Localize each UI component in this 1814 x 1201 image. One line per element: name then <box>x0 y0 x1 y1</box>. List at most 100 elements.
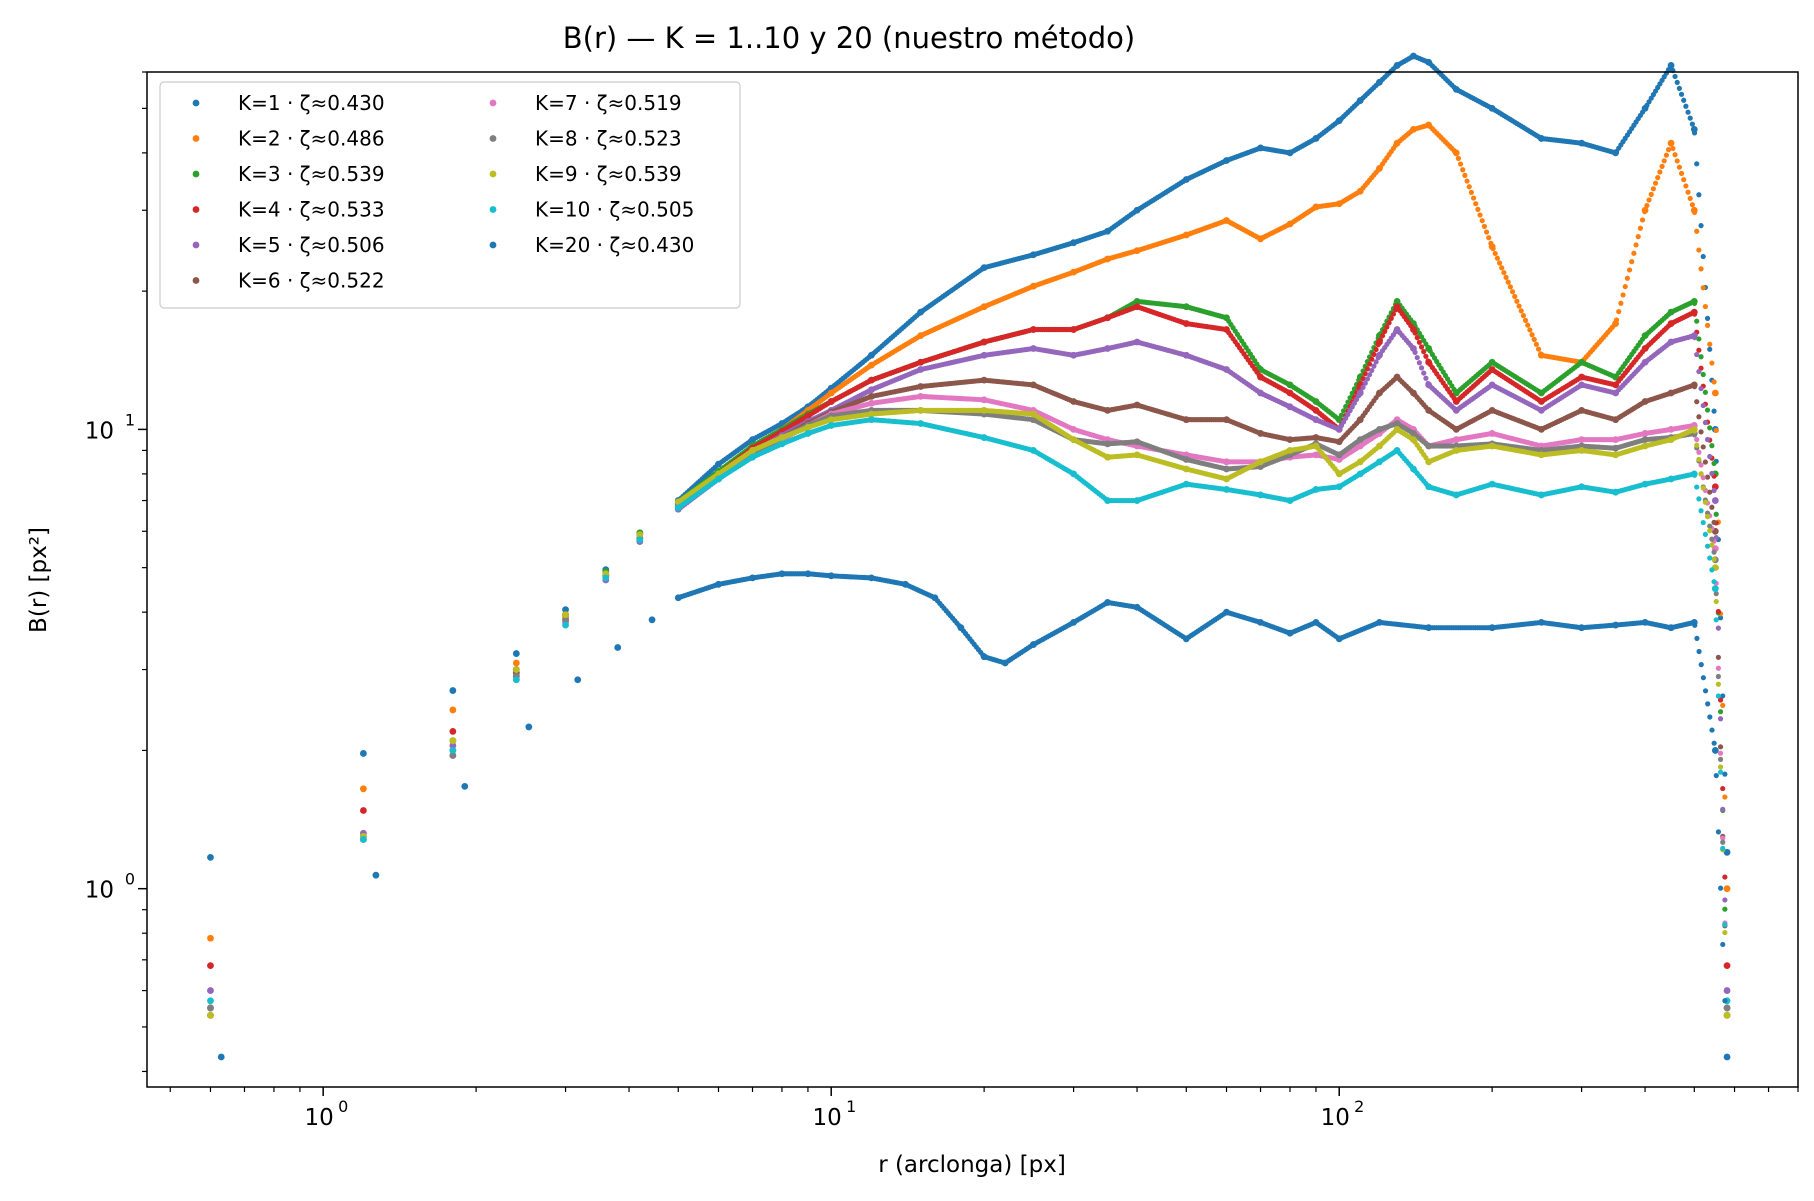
curve-marker <box>1384 324 1390 330</box>
curve-marker <box>1525 322 1531 328</box>
curve-marker <box>1717 764 1724 770</box>
curve-marker <box>1689 121 1695 127</box>
data-point <box>562 616 569 624</box>
curve-marker <box>1412 330 1418 336</box>
curve-marker <box>1691 130 1698 136</box>
curve-marker <box>1715 625 1721 631</box>
curve-marker <box>1668 141 1674 147</box>
curve-marker <box>1694 436 1700 443</box>
curve-marker <box>1691 209 1698 216</box>
curve-marker <box>1702 459 1708 465</box>
curve-marker <box>1655 174 1661 181</box>
curve-marker <box>1711 549 1717 555</box>
curve-marker <box>1707 453 1713 460</box>
curve-marker <box>1475 206 1481 212</box>
curve-marker <box>1512 293 1518 300</box>
curve-marker <box>1644 202 1650 209</box>
curve-marker <box>1390 311 1396 317</box>
curve-marker <box>1668 63 1674 69</box>
curve-marker <box>1477 212 1483 218</box>
curve-marker <box>1457 161 1464 167</box>
data-point <box>1711 497 1719 504</box>
curve-marker <box>1453 150 1459 156</box>
data-point <box>449 752 457 759</box>
curve-marker <box>1414 335 1420 341</box>
curve-marker <box>1704 474 1711 480</box>
curve-marker <box>1470 195 1477 201</box>
curve-marker <box>1711 487 1717 494</box>
curve-marker <box>1423 353 1429 359</box>
curve-marker <box>1689 202 1695 208</box>
curve-marker <box>1340 408 1347 414</box>
curve-marker <box>1382 328 1388 334</box>
curve-marker <box>1702 499 1708 505</box>
curve-marker <box>1707 489 1713 495</box>
curve-marker <box>1691 311 1698 317</box>
curve-marker <box>1338 412 1344 418</box>
curve-marker <box>1375 355 1381 361</box>
data-point <box>1723 848 1731 856</box>
data-point <box>1723 987 1731 994</box>
curve-marker <box>1388 315 1394 321</box>
curve-marker <box>1527 327 1533 333</box>
curve-marker <box>1694 351 1700 358</box>
curve-marker <box>1707 425 1713 431</box>
curve-marker <box>1473 201 1479 207</box>
curve-marker <box>1358 389 1364 395</box>
curve-marker <box>1364 376 1370 382</box>
curve-marker <box>1694 228 1700 234</box>
curve-marker <box>1687 195 1693 202</box>
curve-marker <box>1676 85 1682 91</box>
curve-marker <box>1631 250 1637 256</box>
curve-marker <box>1700 371 1706 378</box>
curve-marker <box>1366 372 1373 378</box>
curve-marker <box>1698 429 1704 435</box>
curve-marker <box>1499 265 1505 271</box>
curve-marker <box>1642 209 1648 215</box>
series-5 <box>207 326 1731 994</box>
curve-marker <box>1618 300 1624 306</box>
curve-marker <box>1624 275 1630 281</box>
curve-marker <box>1494 255 1500 261</box>
curve-marker <box>1709 443 1715 449</box>
curve-marker <box>1696 192 1702 198</box>
curve-marker <box>1650 186 1656 192</box>
curve-marker <box>1694 318 1700 324</box>
curve-marker <box>1698 354 1704 360</box>
curve-marker <box>1663 152 1669 158</box>
curve-marker <box>1709 470 1715 477</box>
curve-marker <box>1709 360 1715 366</box>
curve-marker <box>1711 460 1717 466</box>
curve-marker <box>1717 697 1724 703</box>
curve-marker <box>1514 298 1520 304</box>
curve-marker <box>1722 771 1728 777</box>
curve-marker <box>1704 315 1711 321</box>
curve-marker <box>1694 161 1700 167</box>
curve-marker <box>1676 164 1682 170</box>
curve-marker <box>1507 284 1513 290</box>
curve-marker <box>1722 897 1728 903</box>
curve-marker <box>1722 794 1728 800</box>
curve-marker <box>1696 247 1702 253</box>
curve-marker <box>1720 785 1726 792</box>
curve-marker <box>1704 322 1711 328</box>
curve-marker <box>1702 389 1708 395</box>
curve-marker <box>1657 169 1663 175</box>
curve-marker <box>1713 598 1719 605</box>
curve-marker <box>1616 308 1622 315</box>
series-4 <box>207 303 1731 970</box>
data-point <box>449 737 457 745</box>
curve-marker <box>1717 744 1724 750</box>
curve-marker <box>1717 615 1724 621</box>
curve-marker <box>1410 345 1416 351</box>
curve-marker <box>1531 336 1537 343</box>
data-point <box>562 611 569 619</box>
data-point <box>360 807 367 814</box>
data-point <box>636 531 644 539</box>
curve-marker <box>1720 693 1726 699</box>
curve-marker <box>1717 756 1724 762</box>
curve-marker <box>1611 322 1617 328</box>
curve-marker <box>1371 363 1377 369</box>
curve-marker <box>1505 279 1511 285</box>
curve-marker <box>1421 370 1427 376</box>
